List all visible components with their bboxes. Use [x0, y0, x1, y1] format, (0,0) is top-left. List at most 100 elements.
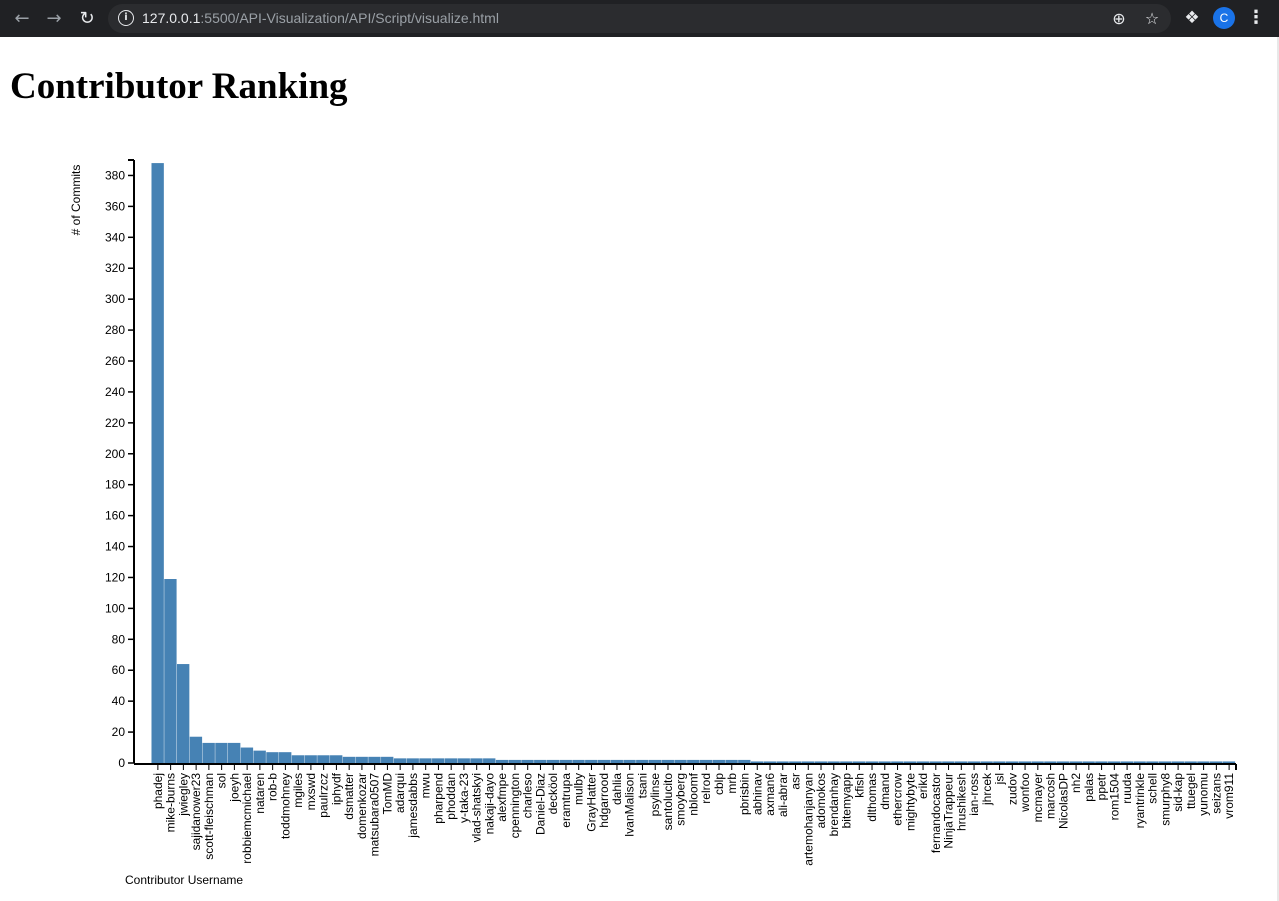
bar [483, 758, 496, 763]
bar [891, 761, 904, 763]
browser-menu-icon[interactable]: ⋮ [1247, 7, 1265, 28]
bar [852, 761, 866, 763]
x-tick-label: ppetr [1095, 773, 1109, 800]
bar [291, 755, 305, 763]
y-tick-label: 240 [105, 385, 125, 399]
bar [623, 759, 636, 763]
bar [648, 759, 662, 763]
y-tick-label: 300 [105, 292, 125, 306]
x-tick-label: Daniel-Diaz [533, 773, 547, 835]
x-tick-label: phoddan [444, 773, 458, 820]
x-tick-label: mulby [572, 773, 586, 805]
y-tick-label: 120 [105, 570, 125, 584]
zoom-icon[interactable]: ⊕ [1112, 9, 1126, 28]
bars-group [151, 163, 1236, 764]
y-tick-label: 180 [105, 478, 125, 492]
bar [342, 756, 356, 763]
bar [240, 747, 254, 763]
bar [432, 758, 445, 763]
bar [954, 761, 968, 763]
bookmark-star-icon[interactable]: ☆ [1144, 9, 1160, 28]
bar [393, 758, 407, 763]
x-tick-label: jsl [993, 773, 1007, 785]
y-tick-label: 20 [112, 725, 126, 739]
address-bar[interactable]: i 127.0.0.1:5500/API-Visualization/API/S… [108, 4, 1171, 33]
y-tick-label: 220 [105, 416, 125, 430]
bar [750, 761, 764, 763]
page-title: Contributor Ranking [10, 66, 348, 107]
extensions-puzzle-icon[interactable]: ❖ [1184, 8, 1200, 28]
bar [521, 759, 534, 763]
bar [1082, 761, 1095, 763]
y-axis-title: # of Commits [69, 165, 83, 236]
bar [279, 752, 292, 763]
bar [1158, 761, 1172, 763]
x-tick-label: matsubara0507 [368, 773, 382, 857]
bar [597, 759, 611, 763]
bar [202, 742, 215, 763]
bar [661, 759, 674, 763]
bar [827, 761, 840, 763]
x-tick-label: jhrcek [980, 772, 994, 806]
forward-arrow-icon[interactable]: → [46, 8, 62, 29]
x-tick-label: smurphy8 [1158, 773, 1172, 826]
x-tick-label: eramtrupa [559, 773, 573, 828]
x-tick-label: fernandocastor [929, 773, 943, 853]
x-tick-label: artemohanjanyan [801, 773, 815, 866]
reload-icon[interactable]: ↻ [79, 8, 95, 29]
bar [508, 759, 521, 763]
y-tick-label: 80 [112, 632, 126, 646]
bar [317, 755, 330, 763]
x-tick-label: dsmatter [342, 773, 356, 820]
y-tick-label: 100 [105, 601, 125, 615]
x-tick-label: rob-b [266, 773, 280, 801]
x-tick-label: hdgarrood [597, 773, 611, 828]
bar [699, 759, 713, 763]
bar [610, 759, 623, 763]
bar [585, 759, 598, 763]
bar [916, 761, 930, 763]
x-tick-label: hrushikesh [954, 773, 968, 831]
back-arrow-icon[interactable]: ← [14, 8, 30, 29]
bar [674, 759, 687, 763]
x-tick-label: ruuda [1120, 773, 1134, 804]
bar [164, 579, 177, 763]
bar [177, 664, 190, 763]
url-host: 127.0.0.1 [142, 10, 201, 26]
x-tick-label: GrayHatter [584, 773, 598, 832]
x-tick-label: kfish [852, 773, 866, 798]
x-tick-label: y-taka-23 [457, 773, 471, 823]
site-info-icon[interactable]: i [118, 10, 134, 26]
bar [776, 761, 789, 763]
x-tick-label: dahlia [610, 773, 624, 805]
bar [151, 163, 164, 764]
bar [215, 742, 228, 763]
bar [1005, 761, 1019, 763]
browser-toolbar: ← → ↻ i 127.0.0.1:5500/API-Visualization… [0, 0, 1279, 37]
bar [368, 756, 381, 763]
bar [712, 759, 725, 763]
page-scrollbar[interactable] [1277, 37, 1279, 901]
bar [1197, 761, 1210, 763]
y-tick-label: 160 [105, 509, 125, 523]
bar [738, 759, 751, 763]
bar [406, 758, 419, 763]
bar [1107, 761, 1121, 763]
bar [1095, 761, 1108, 763]
bar [636, 759, 649, 763]
x-tick-label: mcmayer [1031, 773, 1045, 822]
y-tick-label: 40 [112, 694, 126, 708]
x-tick-label: psylinse [648, 773, 662, 817]
url-text[interactable]: 127.0.0.1:5500/API-Visualization/API/Scr… [142, 10, 499, 27]
bar [1222, 761, 1236, 763]
x-tick-label: yunomu [1197, 773, 1211, 816]
bar [1184, 761, 1197, 763]
x-tick-label: rom1504 [1107, 773, 1121, 821]
x-tick-label: mightybyte [903, 773, 917, 831]
profile-avatar[interactable]: C [1213, 7, 1235, 29]
bar [1031, 761, 1044, 763]
x-tick-label: paulrzcz [317, 773, 331, 818]
x-tick-label: abhinav [750, 773, 764, 815]
x-tick-label: zudov [1005, 773, 1019, 805]
bar [1044, 761, 1057, 763]
